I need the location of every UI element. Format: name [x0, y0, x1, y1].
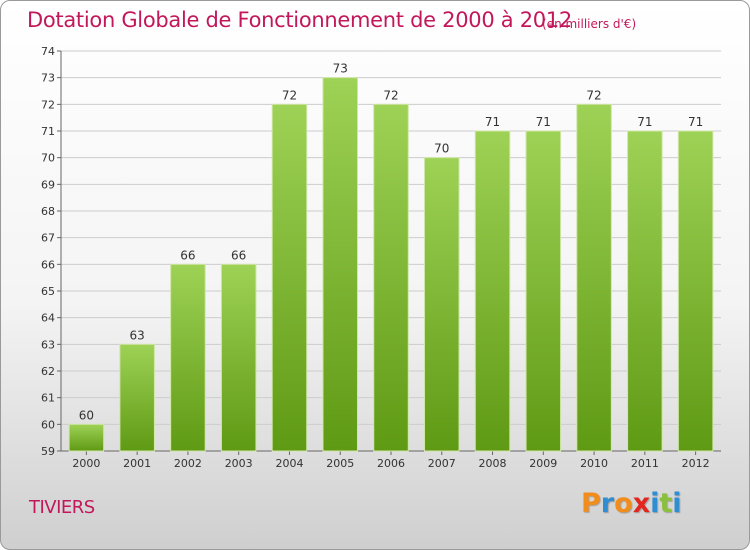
bar: [373, 103, 409, 452]
y-tick-label: 64: [41, 312, 55, 325]
x-tick-label: 2012: [682, 457, 710, 470]
bar: [220, 263, 257, 452]
x-tick-label: 2002: [174, 457, 202, 470]
bar-value-label: 66: [231, 248, 246, 262]
x-tick-label: 2007: [428, 457, 456, 470]
y-tick-label: 66: [41, 258, 55, 271]
x-tick-label: 2010: [580, 457, 608, 470]
commune-name: TIVIERS: [29, 497, 95, 518]
bar-value-label: 72: [383, 88, 398, 102]
bar: [677, 130, 714, 452]
bar: [424, 157, 460, 452]
bar: [627, 130, 663, 452]
bar: [525, 130, 562, 452]
bar: [322, 77, 358, 452]
y-tick-label: 59: [41, 445, 55, 458]
bar: [576, 103, 612, 452]
logo-letter: P: [581, 488, 601, 519]
logo-letter: o: [614, 488, 633, 519]
logo-letter: x: [632, 488, 651, 519]
logo-letter: i: [672, 488, 682, 519]
y-tick-label: 62: [41, 365, 55, 378]
x-tick-label: 2006: [377, 457, 405, 470]
x-tick-label: 2001: [123, 457, 151, 470]
bar: [68, 423, 105, 452]
x-tick-label: 2009: [529, 457, 557, 470]
y-tick-label: 67: [41, 232, 55, 245]
y-tick-label: 71: [41, 125, 55, 138]
x-tick-label: 2003: [225, 457, 253, 470]
bars: [68, 77, 714, 452]
bar-value-label: 60: [79, 408, 94, 422]
bar: [271, 103, 308, 452]
bar-value-label: 72: [282, 88, 297, 102]
bar: [119, 343, 155, 452]
y-tick-label: 61: [41, 392, 55, 405]
bar-value-label: 73: [333, 62, 348, 76]
x-tick-label: 2011: [631, 457, 659, 470]
bar: [474, 130, 511, 452]
y-tick-label: 65: [41, 285, 55, 298]
logo-letter: r: [600, 488, 615, 519]
chart-subtitle: (en milliers d'€): [542, 17, 637, 31]
x-tick-label: 2005: [326, 457, 354, 470]
logo-letter: i: [650, 488, 660, 519]
bar-value-label: 71: [536, 115, 551, 129]
bar-value-label: 63: [130, 328, 145, 342]
y-tick-label: 72: [41, 98, 55, 111]
y-tick-label: 70: [41, 152, 55, 165]
chart-title: Dotation Globale de Fonctionnement de 20…: [27, 8, 572, 32]
y-tick-label: 69: [41, 178, 55, 191]
logo-letter: t: [659, 488, 673, 519]
y-tick-label: 63: [41, 338, 55, 351]
y-tick-label: 60: [41, 418, 55, 431]
bar-value-label: 66: [180, 248, 195, 262]
proxiti-logo[interactable]: Proxiti: [581, 488, 682, 519]
bar-value-label: 71: [688, 115, 703, 129]
x-tick-label: 2000: [72, 457, 100, 470]
x-tick-label: 2008: [479, 457, 507, 470]
bar-value-label: 71: [485, 115, 500, 129]
y-tick-label: 68: [41, 205, 55, 218]
y-tick-label: 73: [41, 72, 55, 85]
y-tick-label: 74: [41, 45, 55, 58]
bar-value-label: 72: [586, 88, 601, 102]
bar-value-label: 71: [637, 115, 652, 129]
bar-value-label: 70: [434, 142, 449, 156]
labels: 59 60 61 62 63 64 65 66 67 68 69 70 71 72 73 74 60 2000 63…: [41, 45, 710, 470]
bar: [170, 263, 206, 452]
x-tick-label: 2004: [275, 457, 303, 470]
